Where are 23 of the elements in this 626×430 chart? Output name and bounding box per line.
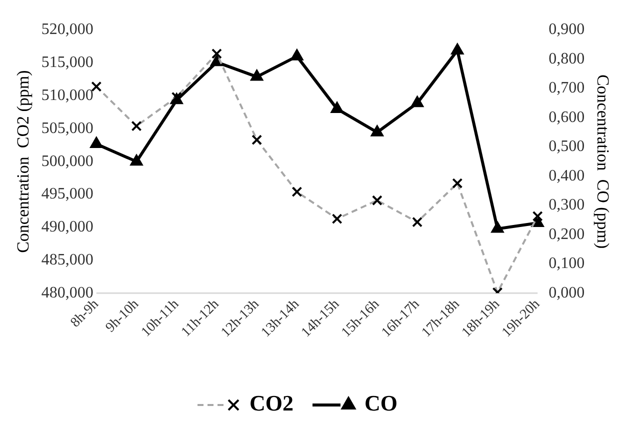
y-tick-label: 490,000 xyxy=(41,218,94,236)
y2-tick-label: 0,200 xyxy=(548,226,585,243)
legend-label: CO2 xyxy=(250,390,294,416)
y-tick-label: 500,000 xyxy=(41,152,94,170)
y-tick-label: 505,000 xyxy=(41,120,94,137)
y-tick-label: 485,000 xyxy=(41,251,94,268)
y2-tick-label: 0,400 xyxy=(548,167,585,184)
y-tick-label: 495,000 xyxy=(41,186,94,203)
y2-axis-title: Concentration CO (ppm) xyxy=(593,74,612,249)
y2-tick-label: 0,600 xyxy=(548,108,585,126)
y2-tick-label: 0,100 xyxy=(548,255,585,272)
y-tick-label: 520,000 xyxy=(41,21,94,38)
y2-tick-label: 0,300 xyxy=(548,196,585,214)
y-tick-label: 510,000 xyxy=(41,86,94,104)
y2-tick-label: 0,500 xyxy=(548,138,585,156)
y-tick-label: 480,000 xyxy=(41,284,94,302)
legend-label: CO xyxy=(364,390,398,416)
y2-tick-label: 0,000 xyxy=(548,284,585,302)
y2-tick-label: 0,800 xyxy=(548,50,585,68)
y-axis-title: Concentration CO2 (ppm) xyxy=(14,70,33,253)
y2-tick-label: 0,900 xyxy=(548,21,585,38)
y2-tick-label: 0,700 xyxy=(548,80,585,97)
y-tick-label: 515,000 xyxy=(41,54,94,72)
